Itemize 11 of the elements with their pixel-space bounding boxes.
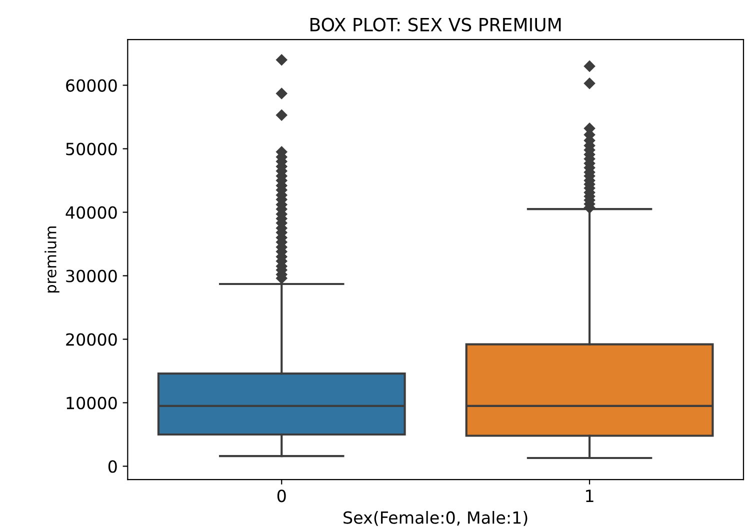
y-tick-label: 60000: [66, 79, 117, 92]
y-tick-label: 50000: [66, 142, 117, 156]
x-axis-title: Sex(Female:0, Male:1): [344, 510, 528, 526]
y-tick-label: 20000: [66, 333, 117, 346]
y-tick-label: 30000: [66, 270, 117, 282]
y-tick-label: 40000: [66, 206, 117, 219]
x-tick-label: 1: [586, 490, 594, 502]
chart-title: BOX PLOT: SEX VS PREMIUM: [310, 18, 561, 32]
y-tick-label: 10000: [66, 396, 117, 410]
y-tick-label: 0: [108, 460, 117, 473]
y-axis-title: premium: [44, 226, 60, 293]
